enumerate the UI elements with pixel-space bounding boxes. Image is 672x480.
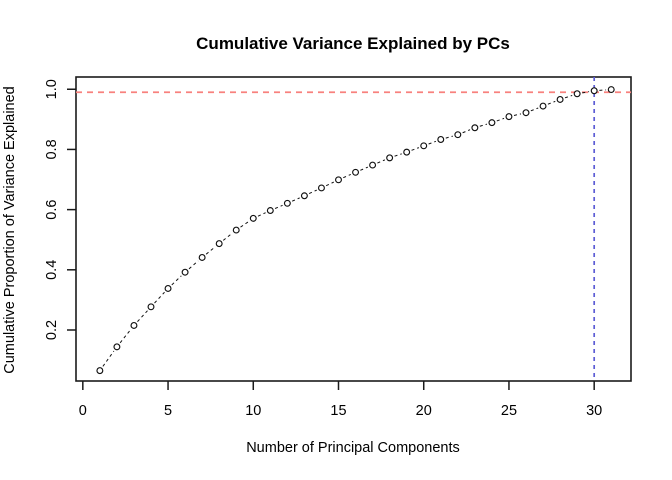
series-connector-segment	[411, 147, 420, 151]
data-point	[232, 226, 240, 234]
x-axis-tick-label: 30	[586, 403, 602, 419]
data-point	[505, 113, 513, 121]
series-connector-segment	[462, 129, 471, 134]
chart-title: Cumulative Variance Explained by PCs	[196, 34, 510, 53]
data-point	[317, 184, 325, 192]
y-axis-tick-label: 0.8	[44, 139, 60, 159]
data-point	[403, 148, 411, 156]
data-point	[590, 87, 598, 95]
data-point	[522, 109, 530, 117]
data-point	[198, 253, 206, 261]
series-connector-segment	[119, 329, 132, 344]
series-connector-segment	[188, 260, 199, 270]
x-axis-tick-label: 0	[79, 403, 87, 419]
data-point	[369, 161, 377, 169]
data-point	[573, 90, 581, 98]
series-connector-segment	[154, 291, 165, 304]
series-connector-segment	[479, 123, 488, 127]
data-point	[215, 240, 223, 248]
series-connector-segment	[257, 212, 266, 217]
data-point	[283, 199, 291, 207]
series-connector-segment	[240, 220, 250, 228]
x-axis-tick-label: 10	[245, 403, 261, 419]
data-point	[96, 367, 104, 375]
series-connector-segment	[496, 117, 505, 122]
series-connector-segment	[102, 350, 115, 367]
data-point	[488, 119, 496, 127]
data-point	[147, 303, 155, 311]
series-connector-segment	[547, 100, 556, 105]
series-connector-segment	[530, 107, 539, 112]
series-connector-segment	[377, 159, 386, 164]
data-point	[266, 207, 274, 214]
series-connector-segment	[513, 113, 522, 116]
series-connector-segment	[171, 275, 182, 286]
y-axis-label: Cumulative Proportion of Variance Explai…	[2, 86, 18, 373]
y-axis-tick-label: 0.4	[44, 260, 60, 280]
series-connector-segment	[394, 153, 402, 157]
plot-box	[75, 76, 632, 382]
data-point	[420, 142, 428, 150]
data-point	[335, 176, 342, 184]
x-axis-tick-label: 5	[164, 403, 172, 419]
series-connector-segment	[222, 232, 233, 241]
data-point	[539, 102, 547, 110]
series-connector-segment	[325, 181, 335, 187]
series-connector-segment	[343, 173, 351, 179]
plot-area: 0 5 10 15 20 25 30 0.2 0.4 0.6 0.8 1.0	[44, 76, 632, 419]
data-point	[181, 268, 189, 276]
series-connector-segment	[291, 197, 300, 202]
series-connector-segment	[274, 204, 283, 209]
data-point	[130, 322, 138, 329]
data-point	[386, 154, 394, 162]
data-point	[454, 131, 462, 139]
series-connector-segment	[428, 140, 437, 145]
x-axis-tick-label: 25	[501, 403, 517, 419]
series-connector-segment	[564, 94, 573, 99]
data-point	[352, 168, 360, 176]
series-connector-segment	[445, 135, 453, 139]
y-axis-tick-label: 0.2	[44, 320, 60, 340]
data-point	[437, 136, 445, 143]
data-point	[164, 284, 172, 292]
data-point	[113, 343, 121, 351]
y-axis-tick-label: 1.0	[44, 79, 60, 99]
x-axis-label: Number of Principal Components	[246, 440, 460, 456]
data-point	[249, 214, 257, 222]
y-axis-tick-label: 0.6	[44, 200, 60, 220]
data-point	[300, 192, 308, 200]
series-connector-segment	[137, 310, 148, 322]
x-axis-tick-label: 20	[416, 403, 432, 419]
series-connector-segment	[360, 166, 368, 171]
series-connector-segment	[582, 91, 590, 94]
series-connector-segment	[308, 189, 317, 195]
data-point	[556, 96, 564, 103]
x-axis-tick-label: 15	[330, 403, 346, 419]
data-point	[471, 124, 479, 132]
series-connector-segment	[205, 246, 216, 255]
data-point	[607, 86, 615, 94]
